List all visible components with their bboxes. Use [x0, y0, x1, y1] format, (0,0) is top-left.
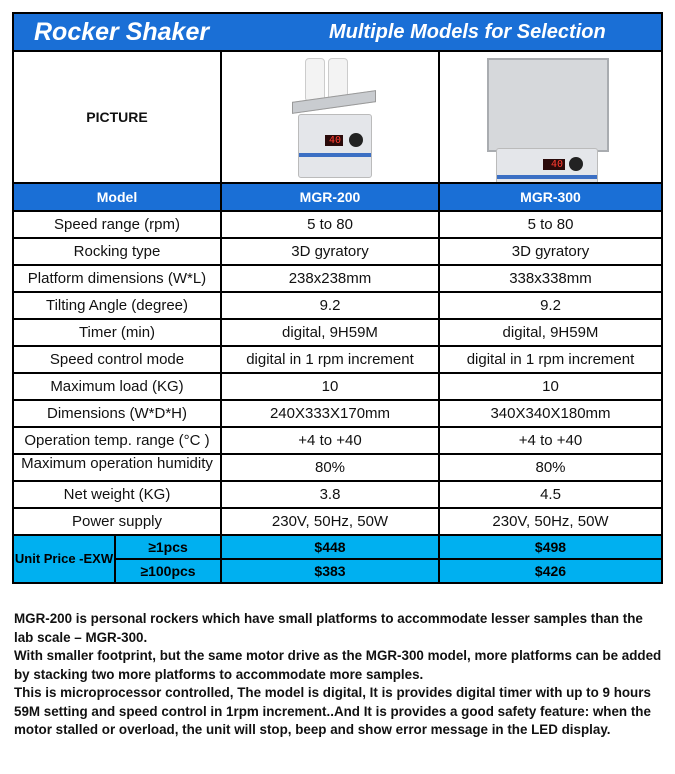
description-paragraph: MGR-200 is personal rockers which have s…: [14, 611, 643, 645]
spec-label: Speed control mode: [14, 347, 222, 372]
description-paragraph: With smaller footprint, but the same mot…: [14, 648, 662, 682]
spec-row: Operation temp. range (°C ) +4 to +40 +4…: [14, 426, 661, 453]
price-label: Unit Price -EXW: [14, 536, 116, 582]
description: MGR-200 is personal rockers which have s…: [14, 610, 664, 740]
picture-label: PICTURE: [14, 52, 222, 182]
spec-label: Speed range (rpm): [14, 212, 222, 237]
price-value: $498: [534, 539, 567, 555]
spec-value-mgr-300: digital in 1 rpm increment: [466, 351, 635, 368]
spec-row: Platform dimensions (W*L) 238x238mm 338x…: [14, 264, 661, 291]
spec-row: Power supply 230V, 50Hz, 50W 230V, 50Hz,…: [14, 507, 661, 534]
spec-row: Tilting Angle (degree) 9.2 9.2: [14, 291, 661, 318]
spec-value-mgr-200: 10: [222, 374, 440, 399]
description-paragraph: This is microprocessor controlled, The m…: [14, 685, 651, 737]
spec-label: Dimensions (W*D*H): [14, 401, 222, 426]
spec-value-mgr-300: 9.2: [540, 297, 561, 314]
price-qty: ≥100pcs: [116, 560, 222, 582]
spec-value-mgr-200: 80%: [222, 455, 440, 480]
spec-value-mgr-300: 3D gyratory: [511, 243, 590, 260]
spec-value-mgr-300: 4.5: [540, 486, 561, 503]
price-value: $426: [534, 563, 567, 579]
mgr-300-image: 40: [440, 52, 661, 182]
spec-row: Maximum load (KG) 10 10: [14, 372, 661, 399]
spec-value-mgr-300: +4 to +40: [518, 432, 583, 449]
title-bar: Rocker Shaker Multiple Models for Select…: [14, 14, 661, 50]
picture-row: PICTURE 40 40: [14, 50, 661, 182]
spec-value-mgr-200: 3.8: [222, 482, 440, 507]
spec-value-mgr-300: 338x338mm: [509, 270, 592, 287]
spec-value-mgr-300: 230V, 50Hz, 50W: [492, 513, 609, 530]
spec-value-mgr-200: 230V, 50Hz, 50W: [222, 509, 440, 534]
spec-label: Tilting Angle (degree): [14, 293, 222, 318]
spec-row: Maximum operation humidity 80% 80%: [14, 453, 661, 480]
spec-value-mgr-300: 10: [542, 378, 559, 395]
price-row: ≥100pcs $383 $426: [116, 558, 661, 582]
spec-label: Maximum operation humidity: [14, 455, 222, 480]
spec-label: Power supply: [14, 509, 222, 534]
spec-value-mgr-200: 238x238mm: [222, 266, 440, 291]
mgr-200-image: 40: [222, 52, 440, 182]
spec-value-mgr-200: 3D gyratory: [222, 239, 440, 264]
model-header-row: Model MGR-200 MGR-300: [14, 182, 661, 210]
spec-value-mgr-300: 5 to 80: [527, 216, 574, 233]
spec-value-mgr-200: 240X333X170mm: [222, 401, 440, 426]
price-row: ≥1pcs $448 $498: [116, 536, 661, 558]
spec-label: Net weight (KG): [14, 482, 222, 507]
price-block: Unit Price -EXW ≥1pcs $448 $498 ≥100pcs …: [14, 534, 661, 582]
led-display: 40: [325, 135, 343, 146]
price-value: $383: [222, 560, 440, 582]
spec-label: Operation temp. range (°C ): [14, 428, 222, 453]
spec-value-mgr-200: digital, 9H59M: [222, 320, 440, 345]
spec-row: Rocking type 3D gyratory 3D gyratory: [14, 237, 661, 264]
spec-row: Net weight (KG) 3.8 4.5: [14, 480, 661, 507]
spec-label: Timer (min): [14, 320, 222, 345]
model-name: MGR-200: [222, 184, 440, 210]
price-qty: ≥1pcs: [116, 536, 222, 558]
spec-value-mgr-300: 80%: [535, 459, 566, 476]
spec-value-mgr-200: +4 to +40: [222, 428, 440, 453]
spec-label: Rocking type: [14, 239, 222, 264]
led-display-2: 40: [543, 159, 565, 170]
product-subtitle: Multiple Models for Selection: [329, 21, 606, 43]
product-title: Rocker Shaker: [34, 18, 210, 46]
spec-label: Maximum load (KG): [14, 374, 222, 399]
spec-row: Timer (min) digital, 9H59M digital, 9H59…: [14, 318, 661, 345]
model-label: Model: [14, 184, 222, 210]
spec-value-mgr-200: digital in 1 rpm increment: [222, 347, 440, 372]
spec-row: Speed range (rpm) 5 to 80 5 to 80: [14, 210, 661, 237]
spec-value-mgr-200: 9.2: [222, 293, 440, 318]
spec-value-mgr-300: 340X340X180mm: [490, 405, 611, 422]
spec-value-mgr-200: 5 to 80: [222, 212, 440, 237]
spec-row: Speed control mode digital in 1 rpm incr…: [14, 345, 661, 372]
spec-table: Rocker Shaker Multiple Models for Select…: [12, 12, 663, 584]
spec-value-mgr-300: digital, 9H59M: [502, 324, 599, 341]
price-value: $448: [222, 536, 440, 558]
model-name: MGR-300: [520, 189, 581, 205]
spec-row: Dimensions (W*D*H) 240X333X170mm 340X340…: [14, 399, 661, 426]
spec-label: Platform dimensions (W*L): [14, 266, 222, 291]
